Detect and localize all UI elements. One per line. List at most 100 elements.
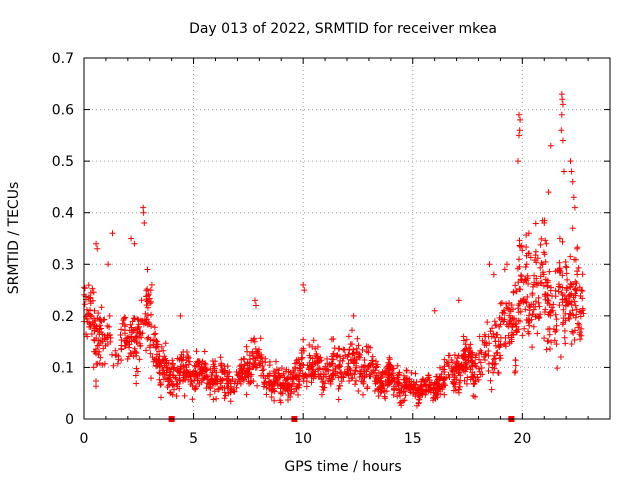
data-point [169, 361, 176, 368]
data-point [321, 384, 328, 391]
data-point [491, 334, 498, 341]
data-point [98, 318, 105, 325]
data-point [196, 381, 203, 387]
data-point [516, 237, 523, 244]
data-point [546, 268, 553, 275]
data-point [485, 352, 492, 359]
data-point [449, 359, 456, 366]
data-point [542, 237, 549, 244]
data-point [563, 264, 570, 271]
data-point [521, 276, 528, 283]
data-point [552, 328, 559, 335]
data-point [455, 352, 462, 359]
data-point [329, 356, 336, 363]
data-point [568, 341, 575, 347]
data-point [563, 287, 570, 294]
data-point [360, 380, 367, 387]
data-point [138, 297, 145, 304]
data-point [81, 301, 88, 308]
data-point [533, 275, 540, 282]
data-points [81, 91, 587, 409]
data-point [545, 311, 552, 318]
data-point [193, 348, 200, 355]
data-point [264, 373, 271, 380]
data-point [482, 357, 488, 363]
data-point [167, 368, 174, 375]
data-point [434, 376, 441, 383]
data-point [122, 343, 129, 349]
data-point [251, 359, 258, 366]
data-point [363, 371, 370, 378]
data-point [214, 380, 221, 387]
data-point [534, 255, 541, 262]
data-point [558, 127, 565, 134]
data-point [396, 390, 403, 396]
data-point [556, 235, 563, 242]
data-point [470, 392, 477, 399]
data-point [278, 390, 285, 397]
data-point [532, 248, 539, 255]
data-point [118, 337, 125, 343]
data-point [553, 316, 560, 323]
data-point [166, 381, 173, 388]
data-point [558, 91, 565, 98]
data-point [260, 366, 267, 373]
data-point [553, 322, 560, 329]
data-point [520, 297, 527, 304]
data-point [185, 373, 192, 380]
data-point [524, 294, 531, 300]
data-point [118, 326, 125, 333]
data-point [296, 364, 303, 371]
data-point [87, 289, 94, 296]
data-point [253, 302, 259, 309]
data-point [93, 350, 99, 357]
data-point [248, 337, 255, 344]
data-point [97, 354, 104, 361]
data-point [521, 325, 528, 332]
data-point [501, 266, 508, 273]
data-point [520, 296, 527, 303]
data-point [378, 384, 385, 391]
data-point [189, 396, 196, 403]
data-point [501, 307, 507, 314]
data-point [221, 363, 228, 370]
data-point [110, 362, 117, 369]
data-point [350, 358, 356, 365]
data-point [191, 386, 198, 393]
data-point [100, 345, 107, 352]
data-point [177, 312, 184, 319]
data-point [572, 302, 579, 309]
data-point [407, 386, 414, 393]
data-point [303, 383, 310, 390]
data-point [490, 356, 497, 363]
data-point [573, 280, 580, 287]
data-point [470, 380, 477, 387]
data-point [330, 367, 337, 374]
data-point [462, 346, 468, 353]
data-point [486, 261, 493, 268]
data-point [345, 371, 352, 378]
data-point [526, 312, 532, 319]
data-point [537, 280, 544, 287]
data-point [465, 345, 472, 351]
data-point [508, 321, 515, 327]
data-point [497, 300, 504, 307]
data-point [211, 388, 218, 395]
data-point [98, 329, 105, 336]
data-point [173, 375, 179, 382]
data-point [363, 348, 370, 355]
data-point [436, 382, 443, 389]
data-point [381, 393, 388, 400]
data-point [104, 323, 111, 329]
data-point [559, 101, 566, 108]
data-point [149, 354, 156, 361]
data-point [528, 301, 535, 308]
data-point [512, 357, 519, 363]
data-point [538, 260, 545, 266]
data-point [191, 362, 198, 369]
data-point [529, 311, 536, 317]
data-point [440, 383, 447, 390]
data-point [357, 370, 364, 377]
data-point [156, 348, 162, 355]
